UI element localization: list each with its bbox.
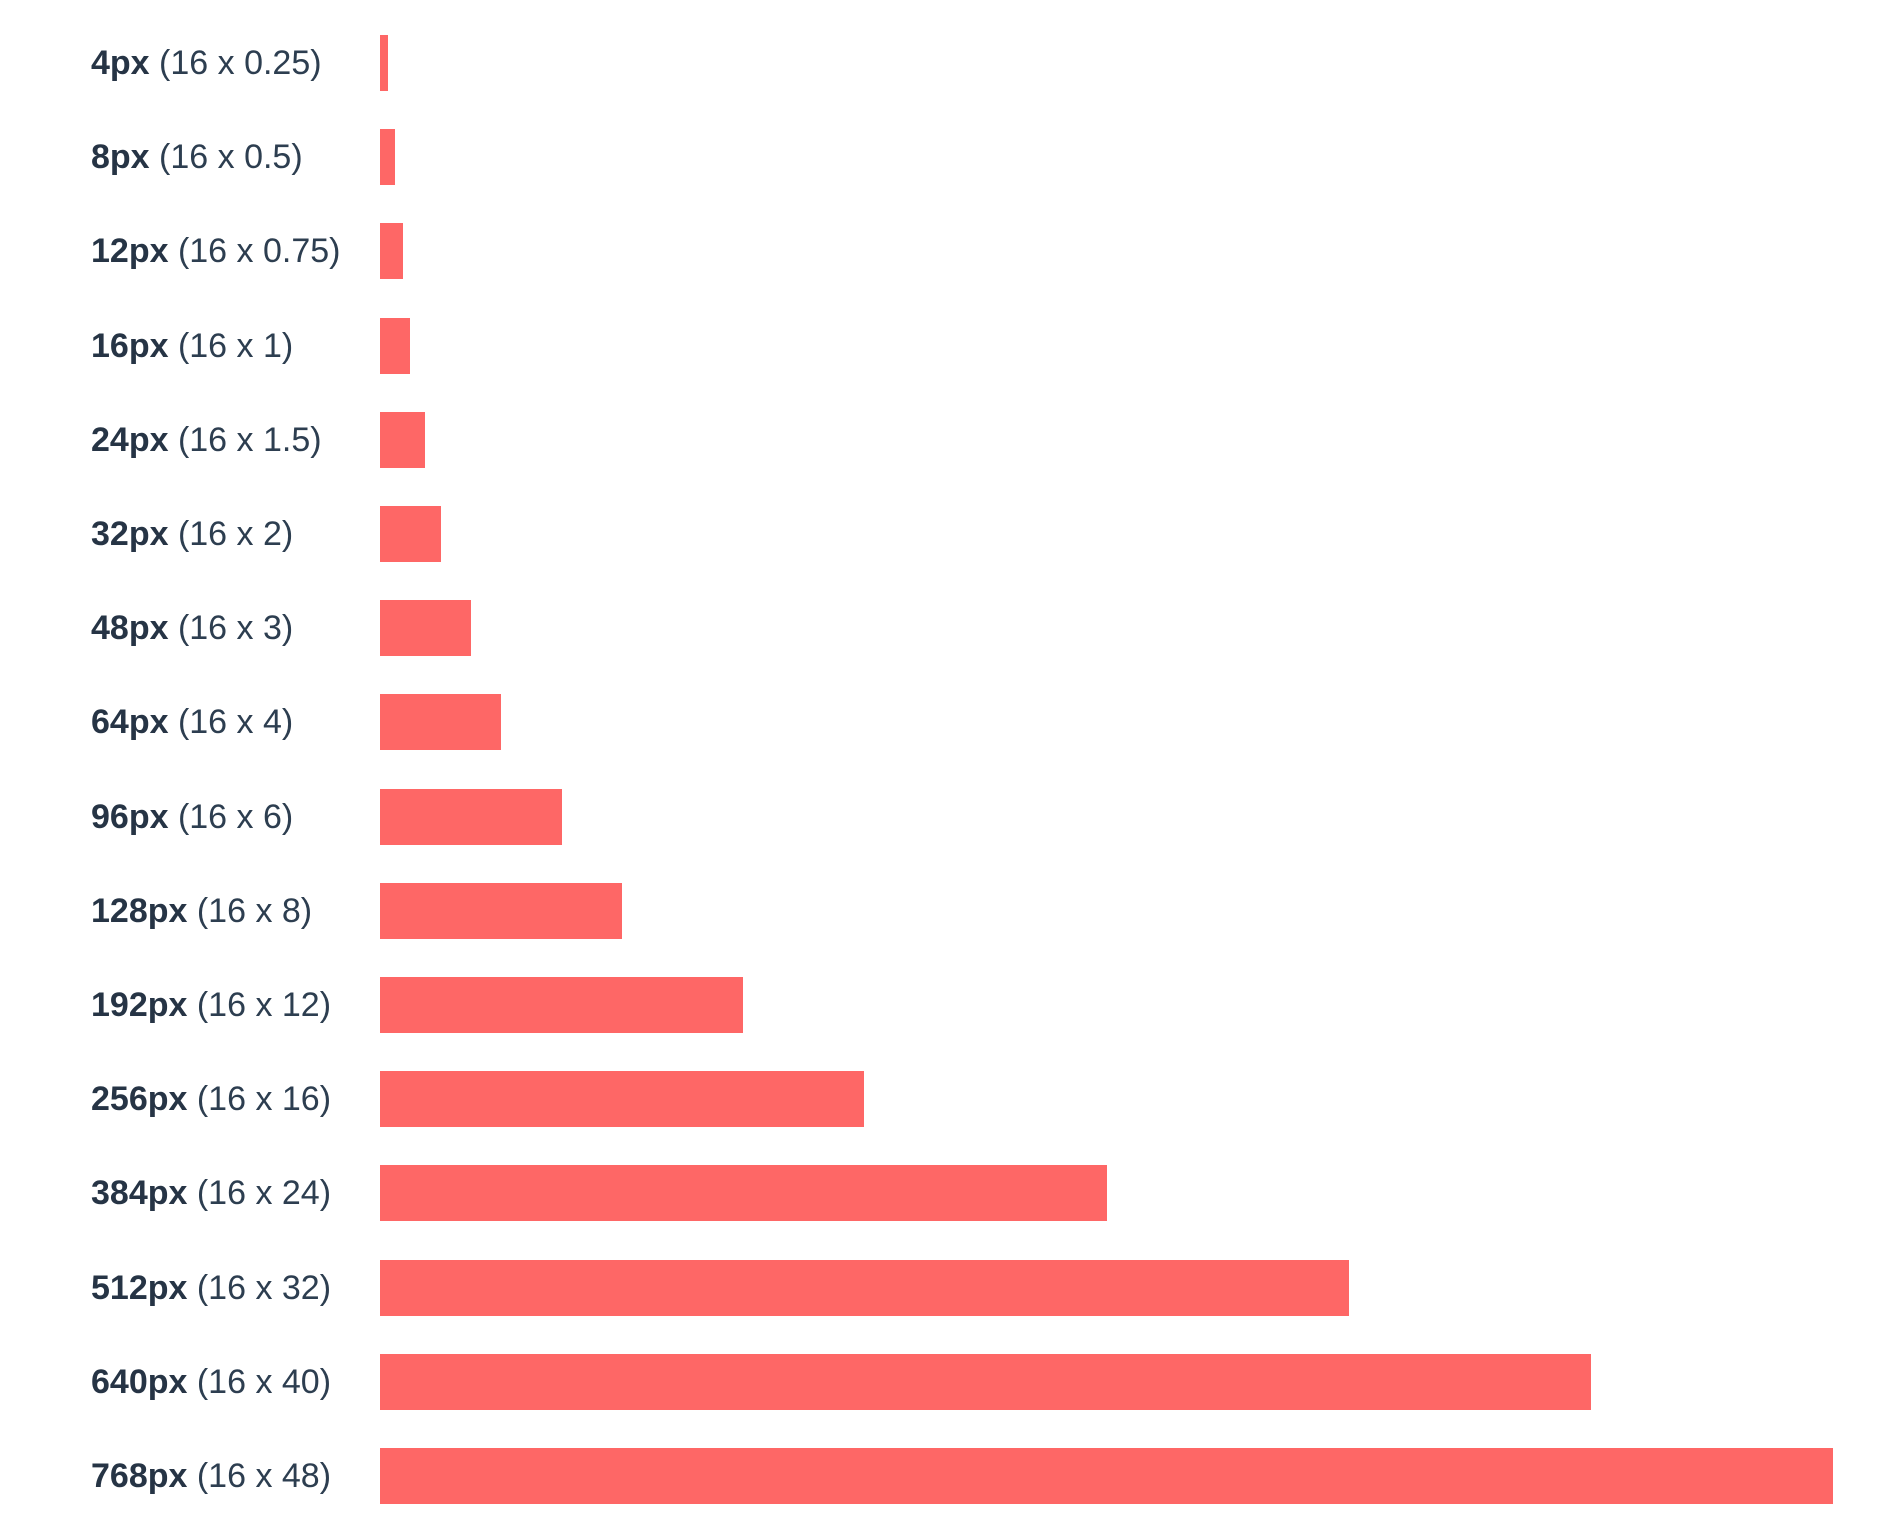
bar-16px <box>380 318 410 374</box>
px-value-label: 384px <box>91 1174 188 1212</box>
px-value-label: 512px <box>91 1269 188 1307</box>
row-label-4px: 4px (16 x 0.25) <box>91 35 322 91</box>
row-label-512px: 512px (16 x 32) <box>91 1260 331 1316</box>
px-value-label: 32px <box>91 515 169 553</box>
row-label-12px: 12px (16 x 0.75) <box>91 223 340 279</box>
px-value-label: 4px <box>91 44 150 82</box>
row-label-640px: 640px (16 x 40) <box>91 1354 331 1410</box>
row-label-128px: 128px (16 x 8) <box>91 883 312 939</box>
px-value-label: 12px <box>91 232 169 270</box>
px-value-label: 8px <box>91 138 150 176</box>
px-value-label: 96px <box>91 798 169 836</box>
bar-32px <box>380 506 441 562</box>
bar-192px <box>380 977 743 1033</box>
calculation-label: (16 x 0.5) <box>149 138 303 176</box>
bar-512px <box>380 1260 1349 1316</box>
px-value-label: 16px <box>91 327 169 365</box>
calculation-label: (16 x 16) <box>187 1080 332 1118</box>
bar-4px <box>380 35 388 91</box>
bar-640px <box>380 1354 1591 1410</box>
bar-64px <box>380 694 501 750</box>
px-value-label: 256px <box>91 1080 188 1118</box>
row-label-768px: 768px (16 x 48) <box>91 1448 331 1504</box>
row-label-384px: 384px (16 x 24) <box>91 1165 331 1221</box>
calculation-label: (16 x 32) <box>187 1269 332 1307</box>
calculation-label: (16 x 6) <box>168 798 294 836</box>
bar-24px <box>380 412 425 468</box>
px-value-label: 24px <box>91 421 169 459</box>
calculation-label: (16 x 8) <box>187 892 313 930</box>
calculation-label: (16 x 2) <box>168 515 294 553</box>
row-label-256px: 256px (16 x 16) <box>91 1071 331 1127</box>
calculation-label: (16 x 24) <box>187 1174 332 1212</box>
px-value-label: 768px <box>91 1457 188 1495</box>
row-label-48px: 48px (16 x 3) <box>91 600 293 656</box>
bar-48px <box>380 600 471 656</box>
calculation-label: (16 x 12) <box>187 986 332 1024</box>
calculation-label: (16 x 0.75) <box>168 232 341 270</box>
px-value-label: 64px <box>91 703 169 741</box>
row-label-192px: 192px (16 x 12) <box>91 977 331 1033</box>
row-label-24px: 24px (16 x 1.5) <box>91 412 322 468</box>
bar-8px <box>380 129 395 185</box>
calculation-label: (16 x 1) <box>168 327 294 365</box>
calculation-label: (16 x 4) <box>168 703 294 741</box>
calculation-label: (16 x 40) <box>187 1363 332 1401</box>
row-label-8px: 8px (16 x 0.5) <box>91 129 303 185</box>
row-label-32px: 32px (16 x 2) <box>91 506 293 562</box>
px-value-label: 192px <box>91 986 188 1024</box>
bar-256px <box>380 1071 864 1127</box>
row-label-16px: 16px (16 x 1) <box>91 318 293 374</box>
calculation-label: (16 x 0.25) <box>149 44 322 82</box>
bar-12px <box>380 223 403 279</box>
bar-768px <box>380 1448 1833 1504</box>
bar-384px <box>380 1165 1107 1221</box>
row-label-96px: 96px (16 x 6) <box>91 789 293 845</box>
px-value-label: 128px <box>91 892 188 930</box>
px-value-label: 640px <box>91 1363 188 1401</box>
calculation-label: (16 x 1.5) <box>168 421 322 459</box>
bar-128px <box>380 883 622 939</box>
bar-96px <box>380 789 562 845</box>
calculation-label: (16 x 3) <box>168 609 294 647</box>
row-label-64px: 64px (16 x 4) <box>91 694 293 750</box>
px-value-label: 48px <box>91 609 169 647</box>
calculation-label: (16 x 48) <box>187 1457 332 1495</box>
